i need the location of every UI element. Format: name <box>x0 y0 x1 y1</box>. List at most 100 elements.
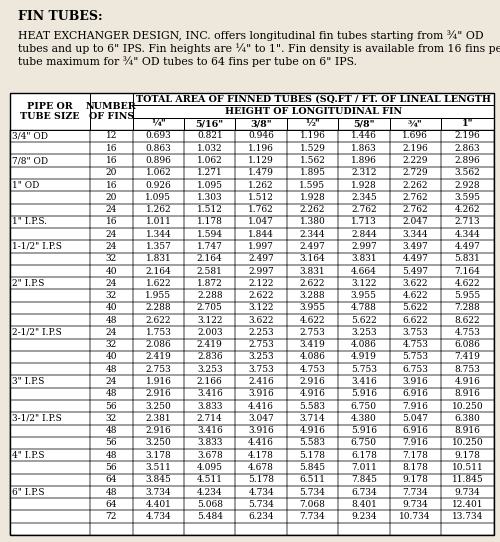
Text: 3" I.P.S: 3" I.P.S <box>12 377 44 386</box>
Text: 0.926: 0.926 <box>146 180 172 190</box>
Text: TOTAL AREA OF FINNED TUBES (SQ.FT / FT. OF LINEAL LENGTH: TOTAL AREA OF FINNED TUBES (SQ.FT / FT. … <box>136 95 491 104</box>
Text: 5.622: 5.622 <box>351 315 376 325</box>
Text: 2.381: 2.381 <box>146 414 172 423</box>
Text: 1.479: 1.479 <box>248 169 274 177</box>
Text: 2.086: 2.086 <box>146 340 172 349</box>
Text: 3.047: 3.047 <box>248 414 274 423</box>
Text: 2.047: 2.047 <box>402 217 428 227</box>
Text: 5.178: 5.178 <box>300 451 326 460</box>
Text: 5.734: 5.734 <box>248 500 274 509</box>
Text: 1.446: 1.446 <box>351 132 377 140</box>
Text: 2.753: 2.753 <box>248 340 274 349</box>
Text: 4.753: 4.753 <box>454 328 480 337</box>
Text: 3.753: 3.753 <box>402 328 428 337</box>
Text: 1.196: 1.196 <box>300 132 326 140</box>
Text: 2.705: 2.705 <box>197 304 222 312</box>
Text: 2.622: 2.622 <box>248 291 274 300</box>
Text: 1.594: 1.594 <box>197 230 223 238</box>
Text: 2.836: 2.836 <box>197 352 222 362</box>
Text: 8.916: 8.916 <box>454 389 480 398</box>
Text: 16: 16 <box>106 180 117 190</box>
Text: 5.955: 5.955 <box>454 291 480 300</box>
Text: 1.271: 1.271 <box>197 169 222 177</box>
Text: 7.068: 7.068 <box>300 500 326 509</box>
Text: 0.946: 0.946 <box>248 132 274 140</box>
Text: 4.497: 4.497 <box>402 254 428 263</box>
Text: 1.062: 1.062 <box>146 169 172 177</box>
Text: 1.011: 1.011 <box>146 217 172 227</box>
Text: 1.872: 1.872 <box>197 279 222 288</box>
Text: 4.380: 4.380 <box>351 414 376 423</box>
Text: 3.622: 3.622 <box>248 315 274 325</box>
Text: 3.916: 3.916 <box>248 426 274 435</box>
Text: 6.916: 6.916 <box>402 389 428 398</box>
Text: 7.845: 7.845 <box>351 475 377 484</box>
Text: 3.714: 3.714 <box>300 414 326 423</box>
Text: 3.122: 3.122 <box>197 315 222 325</box>
Text: 3.955: 3.955 <box>300 304 326 312</box>
Text: 2.416: 2.416 <box>248 377 274 386</box>
Text: 3.344: 3.344 <box>402 230 428 238</box>
Text: 5.753: 5.753 <box>402 352 428 362</box>
Text: 4" I.P.S: 4" I.P.S <box>12 451 44 460</box>
Text: 3.416: 3.416 <box>197 426 222 435</box>
Text: 2.253: 2.253 <box>248 328 274 337</box>
Text: 2.753: 2.753 <box>300 328 326 337</box>
Text: 6.380: 6.380 <box>454 414 480 423</box>
Text: 2.196: 2.196 <box>454 132 480 140</box>
Text: 1.844: 1.844 <box>248 230 274 238</box>
Text: tubes and up to 6" IPS. Fin heights are ¼" to 1". Fin density is available from : tubes and up to 6" IPS. Fin heights are … <box>18 43 500 54</box>
Text: 3/8": 3/8" <box>250 119 272 128</box>
Text: 6.622: 6.622 <box>402 315 428 325</box>
Text: 1.955: 1.955 <box>146 291 172 300</box>
Text: 1.512: 1.512 <box>197 205 222 214</box>
Text: 1.380: 1.380 <box>300 217 326 227</box>
Text: 2.997: 2.997 <box>351 242 376 251</box>
Text: 1.032: 1.032 <box>197 144 222 153</box>
Text: 3.955: 3.955 <box>351 291 377 300</box>
Text: 5.484: 5.484 <box>197 512 223 521</box>
Text: tube maximum for ¾" OD tubes to 64 fins per tube on 6" IPS.: tube maximum for ¾" OD tubes to 64 fins … <box>18 56 357 67</box>
Text: 4.344: 4.344 <box>454 230 480 238</box>
Text: 2.497: 2.497 <box>300 242 326 251</box>
Text: 10.250: 10.250 <box>452 438 484 447</box>
Text: 8.916: 8.916 <box>454 426 480 435</box>
Text: 7.011: 7.011 <box>351 463 377 472</box>
Text: 6.511: 6.511 <box>300 475 326 484</box>
Text: 5.622: 5.622 <box>402 304 428 312</box>
Text: 1.928: 1.928 <box>300 193 326 202</box>
Text: 1.529: 1.529 <box>300 144 326 153</box>
Text: 5/16": 5/16" <box>196 119 224 128</box>
Text: 3.288: 3.288 <box>300 291 326 300</box>
Text: 2.003: 2.003 <box>197 328 222 337</box>
Text: HEIGHT OF LONGITUDINAL FIN: HEIGHT OF LONGITUDINAL FIN <box>225 107 402 116</box>
Text: 3.845: 3.845 <box>146 475 172 484</box>
Text: 5.916: 5.916 <box>351 389 377 398</box>
Text: 2.164: 2.164 <box>197 254 222 263</box>
Text: 72: 72 <box>106 512 117 521</box>
Text: 2.622: 2.622 <box>300 279 325 288</box>
Text: 4.664: 4.664 <box>351 267 377 275</box>
Text: 24: 24 <box>106 377 117 386</box>
Text: 16: 16 <box>106 217 117 227</box>
Text: 3.253: 3.253 <box>351 328 376 337</box>
Text: 2.419: 2.419 <box>146 352 172 362</box>
Text: 2.713: 2.713 <box>454 217 480 227</box>
Text: 3.622: 3.622 <box>402 279 428 288</box>
Text: 24: 24 <box>106 205 117 214</box>
Text: 16: 16 <box>106 144 117 153</box>
Text: 1.062: 1.062 <box>197 156 222 165</box>
Text: 1.928: 1.928 <box>351 180 376 190</box>
Text: 2.622: 2.622 <box>146 315 171 325</box>
Text: 1.129: 1.129 <box>248 156 274 165</box>
Text: 40: 40 <box>106 267 117 275</box>
Text: 7.916: 7.916 <box>402 402 428 411</box>
Text: 3.253: 3.253 <box>197 365 222 374</box>
Text: 2.312: 2.312 <box>351 169 376 177</box>
Text: 7.734: 7.734 <box>300 512 326 521</box>
Text: 2.729: 2.729 <box>402 169 428 177</box>
Text: 0.863: 0.863 <box>146 144 172 153</box>
Text: 1.196: 1.196 <box>248 144 274 153</box>
Text: 9.734: 9.734 <box>454 487 480 496</box>
Text: 1.562: 1.562 <box>300 156 326 165</box>
